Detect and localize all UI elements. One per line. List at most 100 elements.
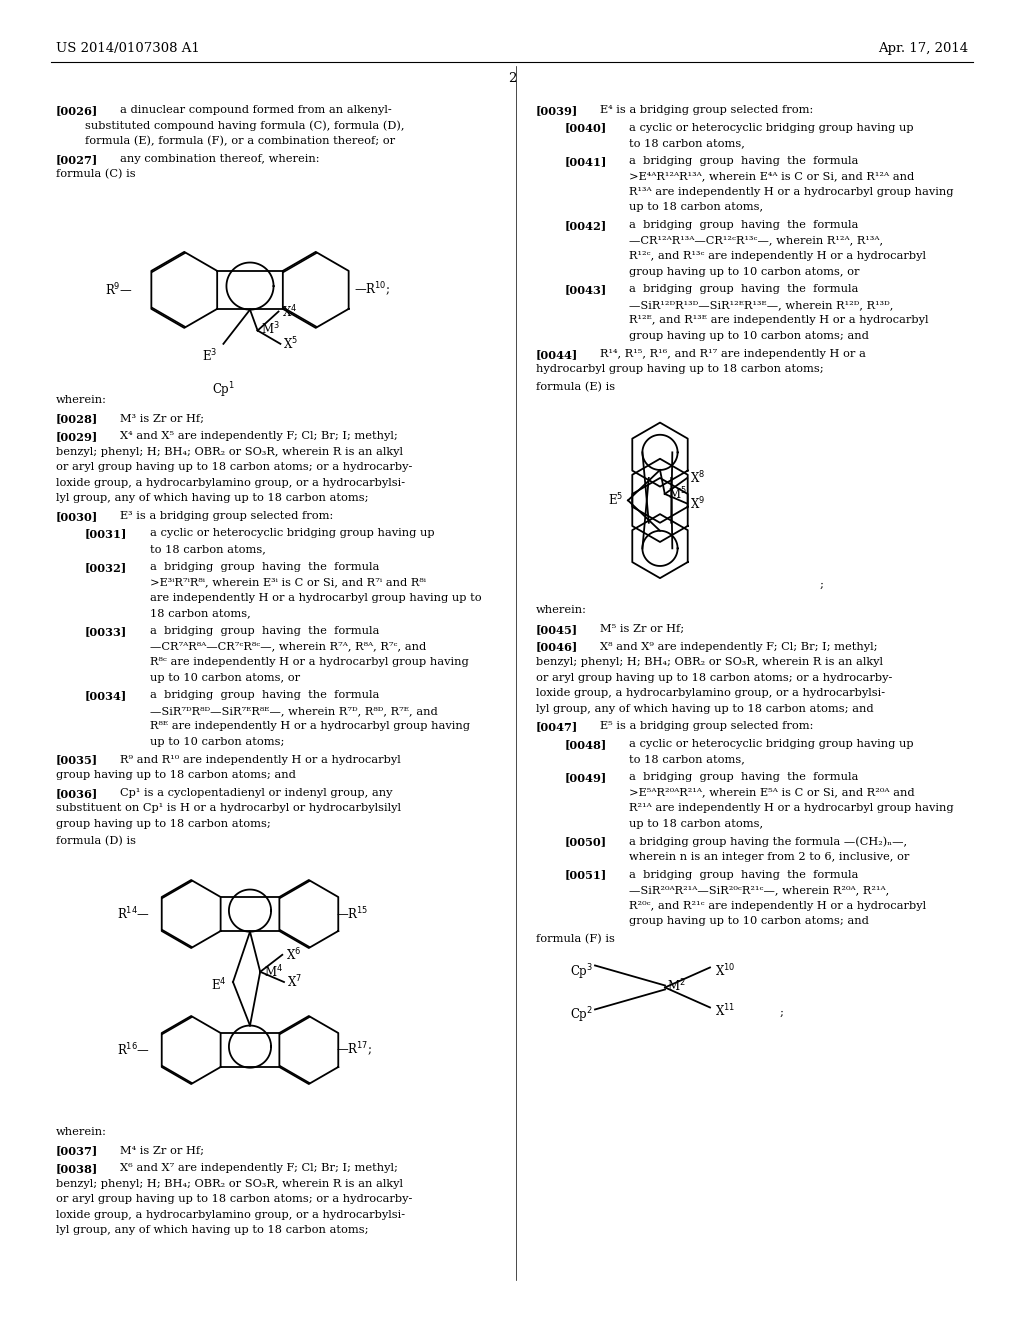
Text: M⁴ is Zr or Hf;: M⁴ is Zr or Hf; [120, 1146, 204, 1155]
Text: E$^4$: E$^4$ [211, 977, 226, 994]
Text: —R$^{10}$;: —R$^{10}$; [353, 281, 390, 298]
Text: benzyl; phenyl; H; BH₄; OBR₂ or SO₃R, wherein R is an alkyl: benzyl; phenyl; H; BH₄; OBR₂ or SO₃R, wh… [56, 1179, 403, 1189]
Text: [0047]: [0047] [536, 722, 579, 733]
Text: formula (D) is: formula (D) is [56, 837, 136, 846]
Text: —R$^{15}$: —R$^{15}$ [336, 906, 369, 923]
Text: [0035]: [0035] [56, 755, 98, 766]
Text: [0051]: [0051] [565, 870, 607, 880]
Text: up to 10 carbon atoms;: up to 10 carbon atoms; [150, 737, 285, 747]
Text: [0029]: [0029] [56, 432, 98, 442]
Text: Apr. 17, 2014: Apr. 17, 2014 [878, 42, 968, 55]
Text: E³ is a bridging group selected from:: E³ is a bridging group selected from: [120, 511, 333, 521]
Text: a  bridging  group  having  the  formula: a bridging group having the formula [629, 772, 858, 783]
Text: [0032]: [0032] [85, 561, 127, 573]
Text: lyl group, any of which having up to 18 carbon atoms;: lyl group, any of which having up to 18 … [56, 494, 369, 503]
Text: group having up to 10 carbon atoms, or: group having up to 10 carbon atoms, or [629, 267, 859, 277]
Text: substituent on Cp¹ is H or a hydrocarbyl or hydrocarbylsilyl: substituent on Cp¹ is H or a hydrocarbyl… [56, 804, 401, 813]
Text: loxide group, a hydrocarbylamino group, or a hydrocarbylsi-: loxide group, a hydrocarbylamino group, … [56, 1210, 406, 1220]
Text: [0043]: [0043] [565, 284, 607, 296]
Text: [0042]: [0042] [565, 220, 607, 231]
Text: a  bridging  group  having  the  formula: a bridging group having the formula [629, 220, 858, 230]
Text: wherein n is an integer from 2 to 6, inclusive, or: wherein n is an integer from 2 to 6, inc… [629, 851, 909, 862]
Text: X$^4$: X$^4$ [282, 304, 297, 319]
Text: loxide group, a hydrocarbylamino group, or a hydrocarbylsi-: loxide group, a hydrocarbylamino group, … [536, 688, 885, 698]
Text: —SiR⁷ᴰR⁸ᴰ—SiR⁷ᴱR⁸ᴱ—, wherein R⁷ᴰ, R⁸ᴰ, R⁷ᴱ, and: —SiR⁷ᴰR⁸ᴰ—SiR⁷ᴱR⁸ᴱ—, wherein R⁷ᴰ, R⁸ᴰ, R… [150, 706, 437, 715]
Text: to 18 carbon atoms,: to 18 carbon atoms, [629, 139, 744, 148]
Text: [0026]: [0026] [56, 106, 98, 116]
Text: wherein:: wherein: [56, 395, 106, 405]
Text: ;: ; [780, 1007, 784, 1018]
Text: wherein:: wherein: [56, 1127, 106, 1137]
Text: loxide group, a hydrocarbylamino group, or a hydrocarbylsi-: loxide group, a hydrocarbylamino group, … [56, 478, 406, 488]
Text: X$^{10}$: X$^{10}$ [715, 962, 735, 979]
Text: or aryl group having up to 18 carbon atoms; or a hydrocarby-: or aryl group having up to 18 carbon ato… [56, 462, 413, 473]
Text: a cyclic or heterocyclic bridging group having up: a cyclic or heterocyclic bridging group … [150, 528, 434, 539]
Text: X$^5$: X$^5$ [284, 335, 298, 352]
Text: >E⁵ᴬR²⁰ᴬR²¹ᴬ, wherein E⁵ᴬ is C or Si, and R²⁰ᴬ and: >E⁵ᴬR²⁰ᴬR²¹ᴬ, wherein E⁵ᴬ is C or Si, an… [629, 788, 914, 797]
Text: [0037]: [0037] [56, 1146, 98, 1156]
Text: [0044]: [0044] [536, 348, 579, 359]
Text: hydrocarbyl group having up to 18 carbon atoms;: hydrocarbyl group having up to 18 carbon… [536, 364, 823, 374]
Text: [0038]: [0038] [56, 1163, 98, 1175]
Text: —SiR²⁰ᴬR²¹ᴬ—SiR²⁰ᶜR²¹ᶜ—, wherein R²⁰ᴬ, R²¹ᴬ,: —SiR²⁰ᴬR²¹ᴬ—SiR²⁰ᶜR²¹ᶜ—, wherein R²⁰ᴬ, R… [629, 886, 889, 895]
Text: substituted compound having formula (C), formula (D),: substituted compound having formula (C),… [85, 120, 404, 131]
Text: a cyclic or heterocyclic bridging group having up: a cyclic or heterocyclic bridging group … [629, 123, 913, 132]
Text: X$^7$: X$^7$ [288, 974, 302, 990]
Text: up to 10 carbon atoms, or: up to 10 carbon atoms, or [150, 673, 300, 682]
Text: any combination thereof, wherein:: any combination thereof, wherein: [120, 153, 319, 164]
Text: formula (F) is: formula (F) is [536, 933, 614, 944]
Text: group having up to 18 carbon atoms; and: group having up to 18 carbon atoms; and [56, 770, 296, 780]
Text: R¹²ᶜ, and R¹³ᶜ are independently H or a hydrocarbyl: R¹²ᶜ, and R¹³ᶜ are independently H or a … [629, 251, 926, 261]
Text: X⁸ and X⁹ are independently F; Cl; Br; I; methyl;: X⁸ and X⁹ are independently F; Cl; Br; I… [600, 642, 878, 652]
Text: X$^6$: X$^6$ [286, 946, 301, 964]
Text: [0027]: [0027] [56, 153, 98, 165]
Text: M$^3$: M$^3$ [261, 321, 281, 337]
Text: to 18 carbon atoms,: to 18 carbon atoms, [150, 544, 266, 554]
Text: group having up to 10 carbon atoms; and: group having up to 10 carbon atoms; and [629, 916, 869, 927]
Text: a  bridging  group  having  the  formula: a bridging group having the formula [150, 561, 379, 572]
Text: X⁶ and X⁷ are independently F; Cl; Br; I; methyl;: X⁶ and X⁷ are independently F; Cl; Br; I… [120, 1163, 398, 1173]
Text: R⁹ and R¹⁰ are independently H or a hydrocarbyl: R⁹ and R¹⁰ are independently H or a hydr… [120, 755, 400, 764]
Text: up to 18 carbon atoms,: up to 18 carbon atoms, [629, 202, 763, 213]
Text: [0050]: [0050] [565, 837, 607, 847]
Text: E⁴ is a bridging group selected from:: E⁴ is a bridging group selected from: [600, 106, 813, 115]
Text: a cyclic or heterocyclic bridging group having up: a cyclic or heterocyclic bridging group … [629, 739, 913, 748]
Text: [0048]: [0048] [565, 739, 607, 750]
Text: US 2014/0107308 A1: US 2014/0107308 A1 [56, 42, 200, 55]
Text: —CR⁷ᴬR⁸ᴬ—CR⁷ᶜR⁸ᶜ—, wherein R⁷ᴬ, R⁸ᴬ, R⁷ᶜ, and: —CR⁷ᴬR⁸ᴬ—CR⁷ᶜR⁸ᶜ—, wherein R⁷ᴬ, R⁸ᴬ, R⁷ᶜ… [150, 642, 426, 652]
Text: a bridging group having the formula —(CH₂)ₙ—,: a bridging group having the formula —(CH… [629, 837, 907, 847]
Text: a  bridging  group  having  the  formula: a bridging group having the formula [150, 626, 379, 636]
Text: —R$^{17}$;: —R$^{17}$; [336, 1041, 373, 1059]
Text: R$^9$—: R$^9$— [105, 281, 133, 298]
Text: a  bridging  group  having  the  formula: a bridging group having the formula [629, 156, 858, 166]
Text: a  bridging  group  having  the  formula: a bridging group having the formula [629, 284, 858, 294]
Text: X$^9$: X$^9$ [690, 495, 706, 512]
Text: [0028]: [0028] [56, 413, 98, 425]
Text: or aryl group having up to 18 carbon atoms; or a hydrocarby-: or aryl group having up to 18 carbon ato… [536, 673, 892, 682]
Text: Cp$^1$: Cp$^1$ [212, 380, 234, 400]
Text: R¹⁴, R¹⁵, R¹⁶, and R¹⁷ are independently H or a: R¹⁴, R¹⁵, R¹⁶, and R¹⁷ are independently… [600, 348, 866, 359]
Text: X$^8$: X$^8$ [690, 470, 706, 486]
Text: —CR¹²ᴬR¹³ᴬ—CR¹²ᶜR¹³ᶜ—, wherein R¹²ᴬ, R¹³ᴬ,: —CR¹²ᴬR¹³ᴬ—CR¹²ᶜR¹³ᶜ—, wherein R¹²ᴬ, R¹³… [629, 235, 883, 246]
Text: E$^5$: E$^5$ [608, 492, 624, 508]
Text: [0034]: [0034] [85, 690, 127, 701]
Text: wherein:: wherein: [536, 606, 587, 615]
Text: [0045]: [0045] [536, 624, 579, 635]
Text: —SiR¹²ᴰR¹³ᴰ—SiR¹²ᴱR¹³ᴱ—, wherein R¹²ᴰ, R¹³ᴰ,: —SiR¹²ᴰR¹³ᴰ—SiR¹²ᴱR¹³ᴱ—, wherein R¹²ᴰ, R… [629, 300, 893, 310]
Text: lyl group, any of which having up to 18 carbon atoms;: lyl group, any of which having up to 18 … [56, 1225, 369, 1236]
Text: E⁵ is a bridging group selected from:: E⁵ is a bridging group selected from: [600, 722, 813, 731]
Text: Cp$^2$: Cp$^2$ [570, 1006, 593, 1026]
Text: a  bridging  group  having  the  formula: a bridging group having the formula [629, 870, 858, 879]
Text: R²⁰ᶜ, and R²¹ᶜ are independently H or a hydrocarbyl: R²⁰ᶜ, and R²¹ᶜ are independently H or a … [629, 900, 926, 911]
Text: M$^4$: M$^4$ [263, 964, 283, 981]
Text: M⁵ is Zr or Hf;: M⁵ is Zr or Hf; [600, 624, 684, 634]
Text: a  bridging  group  having  the  formula: a bridging group having the formula [150, 690, 379, 700]
Text: 2: 2 [508, 73, 516, 84]
Text: Cp$^3$: Cp$^3$ [570, 962, 593, 982]
Text: a dinuclear compound formed from an alkenyl-: a dinuclear compound formed from an alke… [120, 106, 392, 115]
Text: formula (E) is: formula (E) is [536, 381, 615, 392]
Text: Cp¹ is a cyclopentadienyl or indenyl group, any: Cp¹ is a cyclopentadienyl or indenyl gro… [120, 788, 392, 797]
Text: are independently H or a hydrocarbyl group having up to: are independently H or a hydrocarbyl gro… [150, 593, 481, 603]
Text: >E³ⁱR⁷ⁱR⁸ⁱ, wherein E³ⁱ is C or Si, and R⁷ⁱ and R⁸ⁱ: >E³ⁱR⁷ⁱR⁸ⁱ, wherein E³ⁱ is C or Si, and … [150, 577, 426, 587]
Text: R$^{14}$—: R$^{14}$— [118, 906, 151, 923]
